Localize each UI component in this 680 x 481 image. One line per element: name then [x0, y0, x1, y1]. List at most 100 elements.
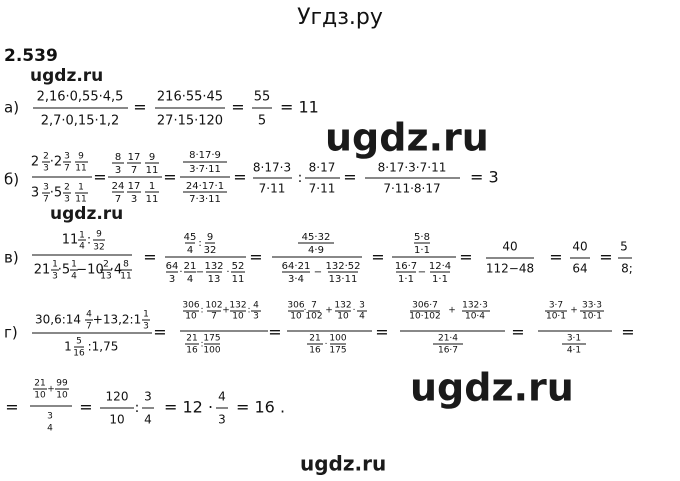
math-token: 27·15·120 — [157, 114, 223, 129]
math-token: 1 — [71, 260, 77, 270]
math-token: 100 — [329, 334, 346, 344]
math-token: = 3 — [470, 168, 499, 187]
math-token: 175 — [203, 334, 220, 344]
math-token: 3 — [144, 390, 152, 404]
math-token: 1 — [52, 260, 58, 270]
math-token: · — [353, 306, 356, 316]
math-token: 3·4 — [288, 274, 304, 285]
math-token: = — [343, 168, 356, 187]
math-token: = — [621, 323, 634, 342]
math-token: 3 — [52, 272, 58, 282]
math-token: 10 — [109, 413, 124, 427]
math-token: 4 — [187, 245, 193, 256]
math-token: 7 — [43, 195, 49, 205]
math-token: 30,6:14 — [35, 313, 81, 327]
math-token: = — [375, 323, 388, 342]
math-token: 11 — [75, 195, 86, 205]
math-token: 120 — [106, 390, 129, 404]
math-token: 2,16·0,55·4,5 — [37, 90, 124, 105]
math-token: = — [511, 323, 524, 342]
problem-number: 2.539 — [4, 46, 58, 66]
math-token: − — [196, 267, 204, 278]
math-token: = — [233, 168, 246, 187]
math-token: : — [298, 170, 303, 186]
math-token: 64·21 — [282, 261, 311, 272]
math-token: 4·9 — [308, 245, 324, 256]
math-token: 8; — [621, 262, 633, 276]
math-token: 64 — [166, 261, 179, 272]
math-token: 99 — [56, 379, 68, 389]
math-token: 21 — [34, 263, 51, 278]
math-token: = 12 · — [164, 398, 213, 417]
math-token: 3 — [218, 413, 226, 427]
math-token: 132 — [204, 261, 223, 272]
math-token: 3 — [64, 195, 70, 205]
math-token: 7 — [311, 301, 317, 311]
math-token: 17 — [128, 181, 141, 192]
math-token: 7·11 — [309, 182, 336, 196]
math-token: 64 — [572, 262, 587, 276]
math-token: 306 — [182, 301, 199, 311]
math-token: 5 — [620, 240, 628, 254]
math-token: − — [314, 267, 322, 278]
math-token: 8·17·3·7·11 — [378, 161, 447, 175]
math-token: 8·17·3 — [253, 161, 291, 175]
math-token: 11 — [146, 165, 159, 176]
math-token: 10 — [232, 312, 244, 322]
math-token: 10 — [185, 312, 197, 322]
math-token: · — [325, 340, 328, 350]
math-token: = — [93, 168, 106, 187]
math-token: 4 — [71, 272, 77, 282]
math-token: 1 — [78, 183, 84, 193]
math-token: 11 — [120, 272, 131, 282]
math-token: ·5 — [58, 263, 70, 278]
math-token: 132 — [229, 301, 246, 311]
math-token: 3 — [31, 186, 39, 201]
math-token: 4 — [187, 274, 193, 285]
watermark: ugdz.ru — [300, 452, 386, 476]
math-token: 7 — [131, 165, 137, 176]
math-token: 3·7 — [549, 301, 563, 311]
math-token: 4 — [79, 242, 85, 252]
math-token: : — [200, 340, 203, 350]
math-token: 306 — [287, 301, 304, 311]
math-token: 102 — [305, 312, 322, 322]
math-token: 9 — [78, 152, 84, 162]
math-token: 3 — [131, 194, 137, 205]
math-token: = — [268, 323, 281, 342]
math-token: 32 — [93, 243, 104, 253]
math-token: 7 — [86, 322, 92, 332]
math-token: 16·7 — [438, 346, 458, 356]
math-token: 7·11·8·17 — [383, 182, 440, 196]
math-token: 1 — [149, 181, 155, 192]
math-token: 2 — [64, 183, 70, 193]
watermark: ugdz.ru — [30, 66, 103, 86]
math-token: 7 — [64, 164, 70, 174]
math-token: 45 — [184, 232, 197, 243]
math-token: 112−48 — [486, 262, 534, 276]
math-token: 10·4 — [465, 312, 485, 322]
math-token: 102 — [205, 301, 222, 311]
math-token: 132·3 — [462, 301, 488, 311]
math-token: 13·11 — [329, 274, 358, 285]
math-token: :1,75 — [88, 340, 119, 354]
math-token: 3 — [143, 322, 149, 332]
math-token: 3 — [43, 183, 49, 193]
math-token: + — [570, 306, 578, 316]
math-token: 306·7 — [412, 301, 438, 311]
math-token: 1·1 — [398, 274, 414, 285]
math-token: 4 — [47, 424, 53, 434]
part-label: б) — [4, 171, 19, 189]
math-token: +13,2:1 — [93, 313, 141, 327]
math-token: 2 — [103, 260, 109, 270]
math-token: = — [459, 248, 472, 267]
math-token: = — [599, 248, 612, 267]
math-token: 21 — [34, 379, 45, 389]
math-token: 216·55·45 — [157, 90, 223, 105]
math-token: 11 — [62, 233, 79, 248]
math-token: ·5 — [50, 186, 62, 201]
math-token: 1·1 — [414, 245, 430, 256]
math-token: ·4 — [110, 263, 122, 278]
math-token: + — [325, 306, 333, 316]
